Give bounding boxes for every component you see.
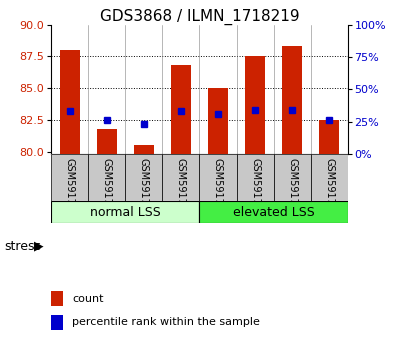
Bar [51, 315, 63, 330]
Bar [319, 120, 339, 154]
Text: GSM591787: GSM591787 [287, 158, 297, 217]
Text: GSM591781: GSM591781 [65, 158, 75, 217]
Bar [51, 291, 63, 306]
Text: GSM591783: GSM591783 [139, 158, 149, 217]
Text: elevated LSS: elevated LSS [233, 206, 314, 219]
Text: GSM591784: GSM591784 [176, 158, 186, 217]
Bar [51, 154, 88, 201]
Bar [51, 201, 199, 223]
Text: GSM591785: GSM591785 [213, 158, 223, 217]
Text: stress: stress [4, 240, 41, 252]
Text: GSM591788: GSM591788 [324, 158, 334, 217]
Text: normal LSS: normal LSS [90, 206, 161, 219]
Text: percentile rank within the sample: percentile rank within the sample [72, 318, 260, 327]
Text: GSM591786: GSM591786 [250, 158, 260, 217]
Bar [199, 201, 348, 223]
Bar [60, 50, 80, 154]
Bar [171, 65, 191, 154]
Title: GDS3868 / ILMN_1718219: GDS3868 / ILMN_1718219 [100, 8, 299, 25]
Bar [310, 154, 348, 201]
Bar [134, 145, 154, 154]
Bar [208, 88, 228, 154]
Bar [88, 154, 126, 201]
Text: ▶: ▶ [34, 240, 43, 252]
Text: count: count [72, 293, 103, 304]
Bar [199, 154, 237, 201]
Text: GSM591782: GSM591782 [102, 158, 112, 217]
Bar [97, 129, 117, 154]
Bar [245, 57, 265, 154]
Bar [237, 154, 274, 201]
Bar [282, 46, 302, 154]
Bar [274, 154, 310, 201]
Bar [162, 154, 199, 201]
Bar [126, 154, 162, 201]
